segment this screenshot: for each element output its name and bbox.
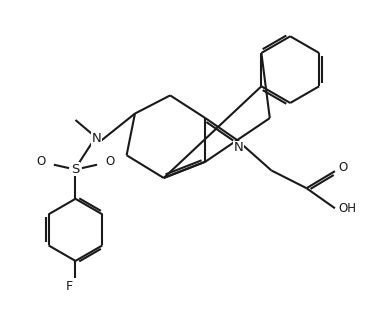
Text: S: S [71, 163, 80, 176]
Text: N: N [91, 133, 101, 145]
Text: O: O [339, 161, 348, 174]
Text: F: F [65, 280, 73, 293]
Text: O: O [106, 155, 115, 168]
Text: O: O [36, 155, 45, 168]
Text: OH: OH [338, 202, 356, 215]
Text: N: N [233, 141, 243, 154]
